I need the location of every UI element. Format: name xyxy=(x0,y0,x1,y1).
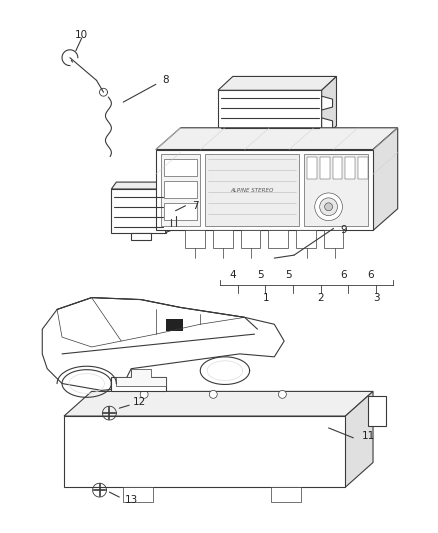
Polygon shape xyxy=(218,76,336,90)
Polygon shape xyxy=(218,90,321,140)
Bar xyxy=(166,319,184,331)
Text: ALPINE STEREO: ALPINE STEREO xyxy=(230,189,273,193)
Text: 13: 13 xyxy=(124,495,138,505)
Polygon shape xyxy=(324,230,343,248)
Text: 5: 5 xyxy=(257,270,264,280)
Text: 11: 11 xyxy=(361,431,375,441)
Polygon shape xyxy=(164,181,197,198)
Circle shape xyxy=(279,390,286,398)
Polygon shape xyxy=(373,128,398,230)
Text: 5: 5 xyxy=(285,270,291,280)
Polygon shape xyxy=(164,159,197,176)
Polygon shape xyxy=(320,157,329,179)
Polygon shape xyxy=(64,416,346,487)
Polygon shape xyxy=(307,157,317,179)
Polygon shape xyxy=(123,487,153,502)
Polygon shape xyxy=(156,149,373,230)
Polygon shape xyxy=(42,297,284,390)
Polygon shape xyxy=(166,182,171,233)
Polygon shape xyxy=(241,230,261,248)
Polygon shape xyxy=(205,155,299,225)
Polygon shape xyxy=(164,203,197,220)
Text: 3: 3 xyxy=(373,293,379,303)
Text: 6: 6 xyxy=(368,270,374,280)
Text: 1: 1 xyxy=(263,293,270,303)
Polygon shape xyxy=(111,189,166,233)
Polygon shape xyxy=(296,230,316,248)
Text: 10: 10 xyxy=(75,30,88,40)
Polygon shape xyxy=(271,487,301,502)
Polygon shape xyxy=(166,197,173,211)
Polygon shape xyxy=(321,96,332,110)
Polygon shape xyxy=(346,157,355,179)
Text: 12: 12 xyxy=(132,397,146,407)
Polygon shape xyxy=(64,391,373,416)
Polygon shape xyxy=(332,157,343,179)
Polygon shape xyxy=(161,155,200,225)
Polygon shape xyxy=(321,118,332,132)
Polygon shape xyxy=(321,76,336,140)
Polygon shape xyxy=(166,219,173,232)
Polygon shape xyxy=(111,182,171,189)
Polygon shape xyxy=(268,230,288,248)
Text: 2: 2 xyxy=(318,293,324,303)
Circle shape xyxy=(320,198,337,216)
Polygon shape xyxy=(111,370,166,391)
Text: 7: 7 xyxy=(192,201,198,211)
Polygon shape xyxy=(304,155,368,225)
Polygon shape xyxy=(131,233,151,240)
Text: 9: 9 xyxy=(340,225,347,236)
Polygon shape xyxy=(358,157,368,179)
Circle shape xyxy=(315,193,343,221)
Text: 4: 4 xyxy=(230,270,236,280)
Polygon shape xyxy=(185,230,205,248)
Polygon shape xyxy=(213,230,233,248)
Text: 6: 6 xyxy=(340,270,347,280)
Polygon shape xyxy=(368,397,386,426)
Polygon shape xyxy=(156,128,398,149)
Polygon shape xyxy=(117,369,166,386)
Polygon shape xyxy=(346,391,373,487)
Circle shape xyxy=(209,390,217,398)
Text: 8: 8 xyxy=(162,75,169,85)
Circle shape xyxy=(325,203,332,211)
Circle shape xyxy=(140,390,148,398)
